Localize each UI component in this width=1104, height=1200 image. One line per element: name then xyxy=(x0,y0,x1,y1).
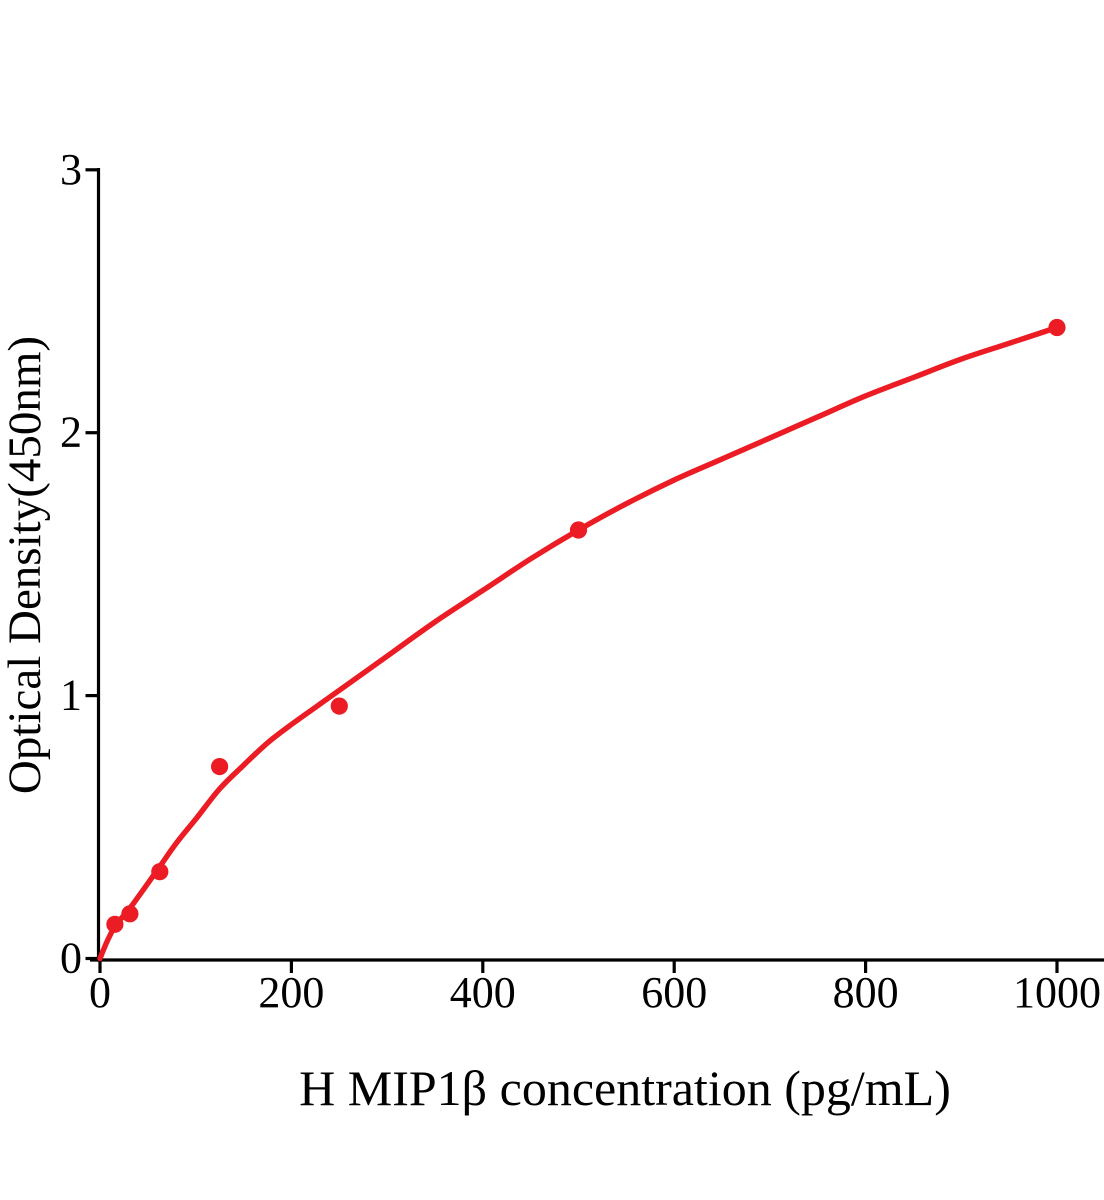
x-axis-title: H MIP1β concentration (pg/mL) xyxy=(299,1060,951,1116)
y-tick-label: 1 xyxy=(60,671,82,720)
data-point xyxy=(569,521,588,539)
data-point xyxy=(121,905,139,923)
axis-ticks: 0 200 400 600 800 1000 0 1 2 3 xyxy=(60,145,1101,1017)
y-tick-label: 2 xyxy=(60,408,82,457)
x-tick-label: 400 xyxy=(450,968,516,1017)
plot-series xyxy=(97,318,1066,962)
x-tick-label: 1000 xyxy=(1013,968,1101,1017)
y-tick-label: 3 xyxy=(60,145,82,194)
x-tick-label: 600 xyxy=(641,968,707,1017)
x-tick-label: 800 xyxy=(833,968,899,1017)
fitted-curve xyxy=(97,324,1060,962)
data-point xyxy=(1048,318,1066,337)
x-tick-label: 200 xyxy=(258,968,324,1017)
data-point xyxy=(330,697,348,715)
y-axis-title: Optical Density(450nm) xyxy=(0,336,51,794)
data-point xyxy=(151,863,169,881)
data-point xyxy=(211,758,229,776)
axes xyxy=(90,168,1104,962)
y-tick-label: 0 xyxy=(60,934,82,983)
data-point xyxy=(106,915,124,933)
x-tick-label: 0 xyxy=(89,968,111,1017)
